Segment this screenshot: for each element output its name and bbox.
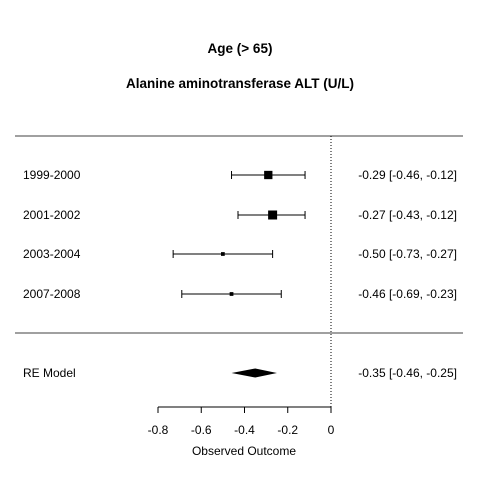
study-ci-text: -0.27 [-0.43, -0.12] — [358, 208, 457, 222]
study-ci-text: -0.29 [-0.46, -0.12] — [358, 168, 457, 182]
study-ci-text: -0.50 [-0.73, -0.27] — [358, 247, 457, 261]
study-label: 2003-2004 — [23, 247, 81, 261]
x-tick-label: -0.6 — [190, 423, 212, 437]
x-tick-label: -0.8 — [147, 423, 169, 437]
study-label: 2001-2002 — [23, 208, 81, 222]
summary-label: RE Model — [23, 366, 76, 380]
x-tick-label: -0.4 — [234, 423, 255, 437]
study-label: 2007-2008 — [23, 287, 81, 301]
summary-diamond — [231, 368, 277, 378]
x-axis-label: Observed Outcome — [191, 444, 297, 458]
summary-ci-text: -0.35 [-0.46, -0.25] — [358, 366, 457, 380]
chart-title: Age (> 65) — [207, 41, 273, 56]
point-estimate-square — [229, 292, 234, 296]
x-tick-label: 0 — [327, 423, 335, 437]
point-estimate-square — [268, 210, 278, 220]
chart-subtitle: Alanine aminotransferase ALT (U/L) — [125, 76, 355, 91]
point-estimate-square — [221, 252, 225, 256]
study-ci-text: -0.46 [-0.69, -0.23] — [358, 287, 457, 301]
x-tick-label: -0.2 — [277, 423, 299, 437]
study-label: 1999-2000 — [23, 168, 81, 182]
point-estimate-square — [264, 170, 273, 180]
